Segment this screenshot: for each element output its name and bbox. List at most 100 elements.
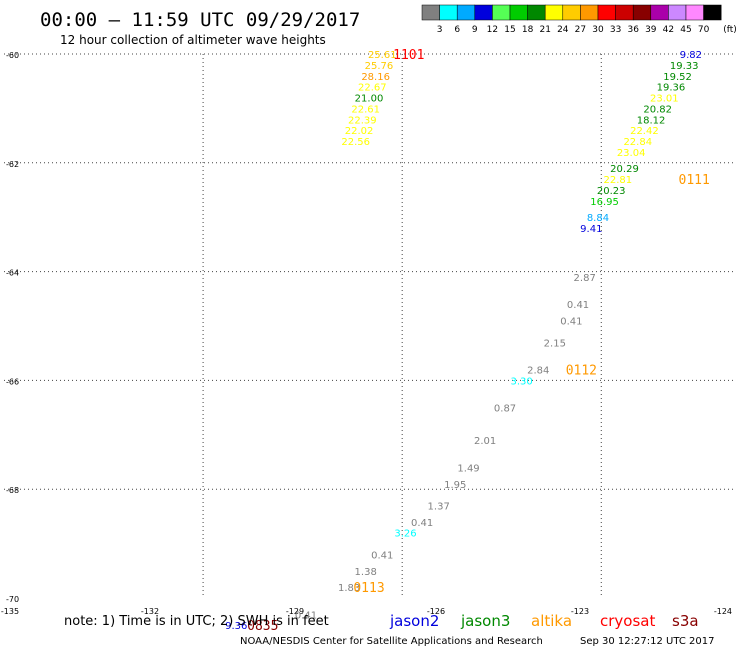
colorbar-swatch [562,4,581,21]
wave-height-label: 2.87 [574,273,596,284]
colorbar-label: 6 [454,25,460,35]
colorbar-label: 15 [504,25,515,35]
footer-credit: NOAA/NESDIS Center for Satellite Applica… [240,636,543,647]
colorbar-swatch [597,4,616,21]
colorbar-label: 33 [610,25,621,35]
wave-height-label: 2.84 [527,366,549,377]
pass-time-label: 0112 [566,364,597,379]
colorbar-swatch [544,4,564,21]
x-tick-label: -129 [286,607,304,616]
colorbar-swatch [650,4,669,21]
colorbar-label: 12 [487,25,498,35]
wave-height-label: 0.87 [494,404,516,415]
wave-height-label: 19.52 [663,72,692,83]
satellite-legend-entry: jason2 [389,612,439,630]
wave-height-label: 25.76 [365,61,394,72]
y-tick-label: -60 [6,51,19,60]
wave-height-labels: 25.6125.7628.1622.6721.0022.6122.3922.02… [225,50,702,632]
colorbar-label: 30 [592,25,604,35]
wave-height-label: 3.26 [394,529,416,540]
wave-height-label: 22.56 [341,137,370,148]
colorbar: 3 6 9 12 15 18 21 24 27 30 33 36 39 42 45 70 (ft) [421,4,737,35]
x-tick-labels: -135 -132 -129 -126 -123 -124 [1,607,732,616]
wave-height-label: 1.37 [428,502,450,513]
x-tick-label: -135 [1,607,19,616]
colorbar-label: 21 [539,25,550,35]
wave-height-label: 21.00 [355,94,384,105]
satellite-legend-entry: cryosat [600,612,655,630]
wave-height-label: 2.15 [544,338,566,349]
satellite-legend-entry: altika [531,612,572,630]
x-tick-label: -132 [141,607,159,616]
wave-height-label: 19.33 [670,61,699,72]
wave-height-label: 9.36 [225,621,247,632]
wave-height-label: 2.01 [474,436,496,447]
pass-time-label: 1101 [393,48,424,63]
colorbar-label: 70 [698,25,710,35]
colorbar-unit: (ft) [723,25,737,35]
wave-height-label: 9.82 [680,50,702,61]
plot-grid [4,53,734,598]
colorbar-label: 24 [557,25,569,35]
wave-height-label: 0.41 [567,300,589,311]
colorbar-label: 27 [575,25,586,35]
chart-subtitle: 12 hour collection of altimeter wave hei… [60,33,326,47]
wave-height-label: 28.16 [361,72,390,83]
x-tick-label: -124 [714,607,732,616]
wave-height-label: 22.81 [604,175,633,186]
colorbar-swatch [632,4,652,21]
pass-time-label: 0113 [353,581,384,596]
units-note: note: 1) Time is in UTC; 2) SWH is in fe… [64,614,329,629]
colorbar-swatch [527,4,546,21]
y-tick-label: -64 [6,269,19,278]
pass-time-label: 0835 [247,619,278,634]
wave-height-label: 23.01 [650,94,679,105]
colorbar-swatch [580,4,599,21]
satellite-legend: jason2 jason3 altika cryosat s3a [389,612,699,630]
colorbar-label: 45 [680,25,691,35]
wave-height-label: 25.61 [368,50,397,61]
wave-height-label: 8.84 [587,213,609,224]
wave-height-label: 9.41 [580,224,602,235]
wave-height-label: 0.41 [560,317,582,328]
wave-height-label: 1.49 [457,463,479,474]
colorbar-swatch [685,4,704,21]
colorbar-label: 9 [472,25,478,35]
y-tick-label: -70 [6,595,19,604]
colorbar-swatch [421,4,440,21]
y-tick-label: -62 [6,160,19,169]
wave-height-label: 1.38 [355,567,377,578]
colorbar-swatch [509,4,528,21]
wave-height-label: 1.95 [444,480,466,491]
wave-height-label: 16.95 [590,197,619,208]
wave-height-label: 19.36 [657,83,686,94]
colorbar-swatch [703,4,722,21]
colorbar-swatch [474,4,493,21]
colorbar-swatch [439,4,458,21]
wave-height-label: 0.41 [371,550,393,561]
wave-height-label: 22.61 [351,104,380,115]
wave-height-label: 20.29 [610,164,639,175]
colorbar-label: 39 [645,25,657,35]
wave-height-label: 0.41 [295,610,317,621]
colorbar-label: 3 [437,25,443,35]
y-tick-label: -68 [6,486,19,495]
wave-height-label: 20.82 [643,104,672,115]
wave-height-label: 23.04 [617,148,646,159]
wave-height-label: 18.12 [637,115,666,126]
wave-height-label: 22.39 [348,115,377,126]
wave-height-label: 22.42 [630,126,659,137]
wave-height-label: 22.67 [358,83,387,94]
pass-time-labels: 110101100111011201130835 [247,48,710,634]
colorbar-swatch [456,4,476,21]
colorbar-label: 42 [663,25,674,35]
colorbar-swatch [615,4,634,21]
wave-height-label: 1.83 [338,583,360,594]
wave-height-label: 3.30 [511,376,533,387]
colorbar-swatch [492,4,511,21]
x-tick-label: -123 [571,607,589,616]
footer-timestamp: Sep 30 12:27:12 UTC 2017 [580,636,714,647]
colorbar-label: 36 [627,25,639,35]
pass-time-label: 0111 [679,173,710,188]
